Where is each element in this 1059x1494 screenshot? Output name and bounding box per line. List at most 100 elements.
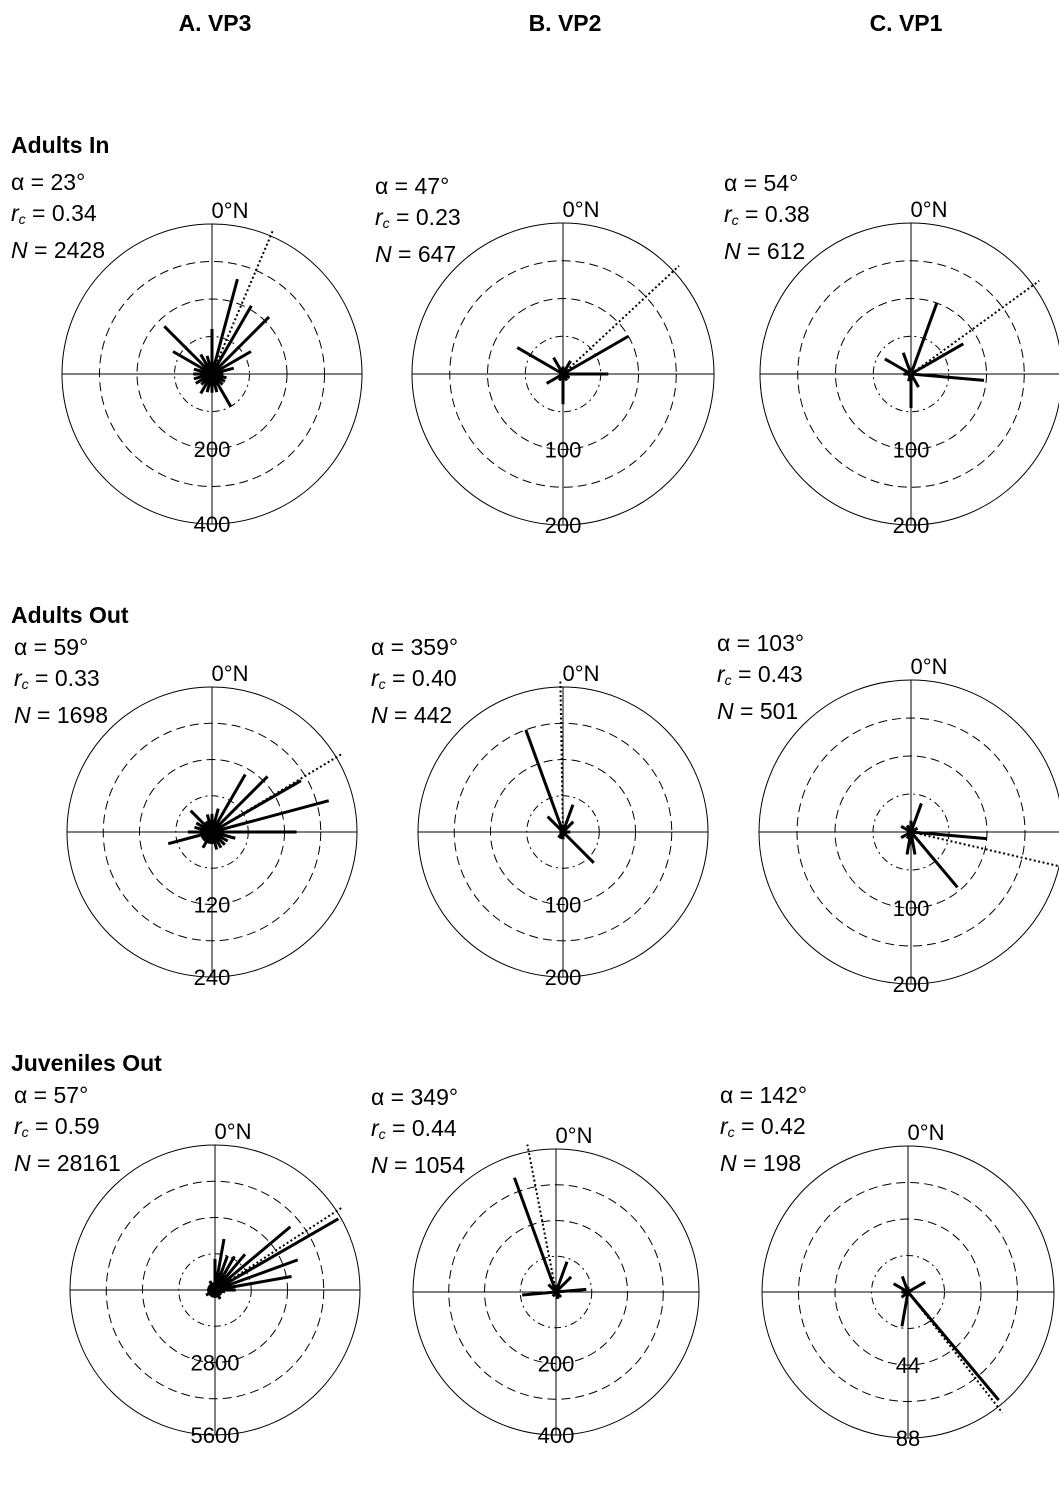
r-value: rc = 0.44 — [371, 1115, 457, 1142]
row-title-adults-out: Adults Out — [11, 602, 129, 628]
mean-direction-line — [526, 1144, 557, 1293]
direction-spoke — [909, 802, 923, 833]
row-title-juveniles-out: Juveniles Out — [11, 1050, 162, 1076]
north-label: 0°N — [563, 197, 600, 222]
direction-spoke — [910, 830, 987, 841]
rose-diagram: 100 200 0°N — [417, 661, 709, 990]
panel-stats: α = 59° rc = 0.33 N = 1698 — [14, 632, 108, 731]
direction-spoke — [561, 804, 575, 833]
direction-spoke — [905, 824, 913, 833]
column-title-vp2: B. VP2 — [528, 10, 602, 36]
direction-spoke — [561, 820, 575, 834]
column-title-vp3: A. VP3 — [178, 10, 252, 36]
direction-spoke — [552, 356, 565, 375]
row-title-adults-in: Adults In — [11, 132, 110, 158]
n-value: N = 1698 — [14, 702, 109, 728]
n-value: N = 612 — [724, 238, 806, 264]
panel-stats: α = 54° rc = 0.38 N = 612 — [724, 168, 810, 267]
r-value: rc = 0.40 — [371, 665, 457, 692]
direction-spoke — [214, 1217, 340, 1292]
ring-label-mid: 100 — [893, 438, 930, 463]
direction-spoke — [555, 1287, 587, 1294]
mean-direction-line — [211, 752, 344, 833]
direction-spoke — [163, 325, 214, 376]
direction-spoke — [205, 355, 214, 375]
direction-spoke — [214, 1225, 292, 1292]
n-value: N = 198 — [720, 1150, 802, 1176]
ring-label-mid: 200 — [194, 437, 231, 462]
mean-angle: α = 54° — [724, 170, 799, 196]
direction-spoke — [172, 350, 213, 376]
north-label: 0°N — [911, 197, 948, 222]
direction-spoke — [900, 1291, 910, 1327]
direction-spoke — [546, 815, 565, 834]
direction-spoke — [210, 305, 253, 375]
direction-spoke — [513, 1177, 558, 1293]
ring-label-mid: 100 — [545, 438, 582, 463]
rose-diagram: 100 200 0°N — [758, 654, 1059, 997]
direction-spoke — [211, 799, 330, 834]
direction-spoke — [910, 372, 985, 382]
r-value: rc = 0.43 — [717, 661, 803, 688]
ring-label-mid: 2800 — [191, 1351, 240, 1376]
direction-spoke — [884, 357, 912, 376]
direction-spoke — [554, 1261, 569, 1293]
direction-spoke — [211, 350, 252, 376]
direction-spoke — [210, 373, 233, 408]
direction-spoke — [900, 1275, 910, 1293]
mean-angle: α = 57° — [14, 1082, 89, 1108]
direction-spoke — [214, 1275, 292, 1292]
rose-diagram: 120 240 0°N — [66, 661, 358, 990]
ring-label-mid: 120 — [194, 893, 231, 918]
mean-angle: α = 359° — [371, 634, 459, 660]
direction-spoke — [522, 1290, 557, 1297]
r-value: rc = 0.38 — [724, 201, 810, 228]
direction-spoke — [562, 334, 630, 376]
direction-spoke — [545, 372, 564, 385]
direction-spoke — [901, 352, 913, 375]
n-value: N = 501 — [717, 698, 799, 724]
direction-spoke — [210, 315, 271, 376]
rose-diagram: 2800 5600 0°N — [69, 1119, 361, 1448]
rose-diagram: 100 200 0°N — [759, 197, 1059, 538]
direction-spoke — [909, 302, 939, 375]
ring-label-outer: 240 — [194, 965, 231, 990]
ring-label-mid: 200 — [538, 1352, 575, 1377]
mean-direction-line — [562, 265, 680, 375]
n-value: N = 28161 — [14, 1150, 121, 1176]
mean-angle: α = 23° — [11, 169, 86, 195]
panel-stats: α = 23° rc = 0.34 N = 2428 — [11, 167, 105, 266]
n-value: N = 442 — [371, 702, 453, 728]
panel-stats: α = 57° rc = 0.59 N = 28161 — [14, 1080, 121, 1179]
direction-spoke — [167, 830, 213, 846]
direction-spoke — [561, 830, 595, 864]
direction-spoke — [210, 773, 247, 833]
n-value: N = 647 — [375, 241, 457, 267]
panel-stats: α = 349° rc = 0.44 N = 1054 — [371, 1082, 465, 1181]
direction-spoke — [906, 1291, 1000, 1401]
r-value: rc = 0.42 — [720, 1113, 806, 1140]
direction-spoke — [210, 278, 239, 375]
mean-angle: α = 142° — [720, 1082, 808, 1108]
mean-direction-line — [910, 279, 1040, 375]
panel-stats: α = 103° rc = 0.43 N = 501 — [717, 628, 804, 727]
panel-stats: α = 359° rc = 0.40 N = 442 — [371, 632, 458, 731]
rose-diagram: 44 88 0°N — [761, 1120, 1055, 1451]
mean-direction-line — [907, 1291, 1004, 1414]
ring-label-outer: 200 — [545, 513, 582, 538]
direction-spoke — [900, 830, 912, 839]
ring-label-outer: 200 — [893, 513, 930, 538]
direction-spoke — [554, 1275, 573, 1294]
mean-direction-line — [214, 1206, 344, 1291]
direction-spoke — [205, 814, 214, 833]
n-value: N = 2428 — [11, 237, 106, 263]
rose-diagram: 200 400 0°N — [412, 1123, 700, 1448]
ring-label-mid: 44 — [896, 1353, 920, 1378]
ring-label-mid: 100 — [893, 896, 930, 921]
direction-spoke — [214, 1258, 299, 1292]
rose-diagram: 100 200 0°N — [411, 197, 715, 538]
r-value: rc = 0.23 — [375, 204, 461, 231]
rose-diagram: 200 400 0°N — [61, 198, 363, 537]
ring-label-mid: 100 — [545, 893, 582, 918]
direction-spoke — [910, 342, 965, 376]
